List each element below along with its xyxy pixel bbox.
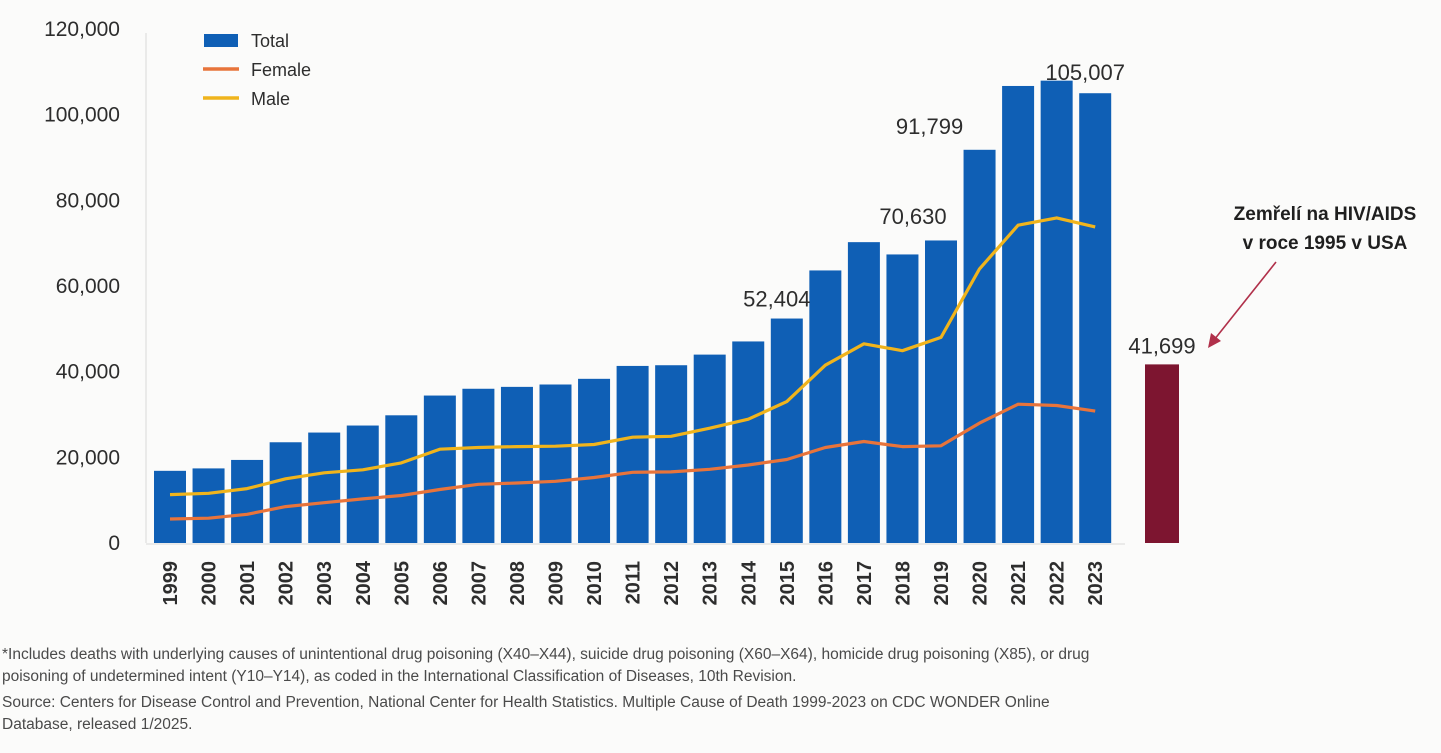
bar-total-2013: [693, 354, 726, 543]
x-tick-label: 2021: [1008, 561, 1030, 606]
annotation-text-line: v roce 1995 v USA: [1243, 233, 1408, 254]
bar-total-2015: [770, 318, 803, 543]
x-tick-label: 2004: [353, 560, 375, 605]
legend-label-female: Female: [251, 60, 311, 80]
x-tick-label: 2005: [391, 561, 413, 606]
x-tick-label: 2000: [199, 561, 221, 606]
x-tick-label: 2018: [892, 561, 914, 606]
x-tick-label: 2022: [1047, 561, 1069, 606]
x-tick-label: 2003: [314, 561, 336, 606]
bar-total-2019: [925, 240, 957, 543]
x-tick-label: 2008: [507, 561, 529, 606]
data-label-2019: 70,630: [879, 204, 946, 229]
bar-total-2020: [963, 149, 996, 543]
legend: Total Female Male: [203, 31, 311, 109]
data-label-2023: 105,007: [1045, 60, 1125, 85]
footnote-source: Source: Centers for Disease Control and …: [2, 694, 1050, 733]
data-labels: 52,404 70,630 91,799 105,007: [743, 60, 1125, 312]
bar-total-2002: [269, 442, 302, 543]
arrow-head-icon: [1208, 333, 1221, 348]
x-tick-label: 2002: [276, 561, 298, 606]
x-tick-label: 2013: [700, 561, 722, 606]
bar-total-2023: [1079, 93, 1112, 543]
y-tick-label: 120,000: [44, 18, 120, 41]
x-tick-label: 2009: [546, 561, 568, 606]
legend-swatch-total: [204, 34, 238, 47]
bar-hiv-aids-1995: [1145, 364, 1179, 543]
line-female: [169, 402, 1096, 521]
bar-total-2006: [423, 395, 456, 543]
bar-total-2014: [732, 341, 765, 543]
x-tick-label: 2001: [237, 561, 259, 606]
x-tick-label: 2017: [854, 561, 876, 606]
data-label-2020: 91,799: [896, 114, 963, 139]
bar-total-2001: [231, 459, 264, 543]
annotation-text-line: Zemřelí na HIV/AIDS: [1234, 204, 1417, 225]
bar-total-2012: [655, 365, 688, 543]
bar-total-2005: [385, 415, 418, 543]
x-tick-label: 2023: [1085, 561, 1107, 606]
total-bars: [146, 80, 1125, 545]
bar-total-2016: [809, 270, 842, 543]
hiv-aids-annotation: 41,699 Zemřelí na HIV/AIDS v roce 1995 v U…: [1128, 204, 1416, 543]
x-tick-label: 2010: [584, 561, 606, 606]
x-tick-label: 2006: [430, 561, 452, 606]
y-tick-label: 80,000: [56, 189, 120, 212]
x-tick-label: 2020: [970, 561, 992, 606]
y-tick-label: 100,000: [44, 104, 120, 127]
bar-total-1999: [154, 470, 186, 543]
x-tick-label: 1999: [160, 561, 182, 606]
bar-total-2017: [847, 242, 880, 543]
bar-total-2010: [578, 378, 611, 543]
x-tick-label: 2011: [623, 561, 645, 604]
arrow-line: [1213, 261, 1277, 341]
bar-total-2009: [539, 384, 572, 543]
y-tick-label: 60,000: [56, 275, 120, 298]
data-label-hiv-aids: 41,699: [1128, 333, 1195, 358]
bar-total-2007: [462, 388, 495, 543]
bar-total-2000: [192, 468, 225, 543]
bar-total-2003: [308, 432, 341, 543]
x-tick-label: 2019: [931, 561, 953, 606]
footnote-definition: *Includes deaths with underlying causes …: [2, 646, 1090, 685]
x-tick-label: 2014: [738, 560, 760, 605]
data-label-2015: 52,404: [743, 287, 810, 312]
x-tick-label: 2016: [815, 561, 837, 606]
legend-label-male: Male: [251, 89, 290, 109]
legend-label-total: Total: [251, 31, 289, 51]
x-axis: 1999 2000 2001 2002 2003 2004 2005 2006 2007 2008…: [160, 560, 1107, 605]
bar-total-2022: [1040, 80, 1073, 544]
bar-total-2011: [616, 365, 649, 543]
bar-total-2021: [1002, 85, 1035, 543]
x-tick-label: 2015: [777, 561, 799, 606]
bar-total-2008: [500, 386, 533, 543]
y-tick-label: 40,000: [56, 361, 120, 384]
x-tick-label: 2007: [468, 561, 490, 606]
y-axis: 0 20,000 40,000 60,000 80,000 100,000 120,000: [44, 18, 147, 555]
series-lines: [169, 216, 1096, 521]
y-tick-label: 0: [108, 532, 120, 555]
overdose-deaths-chart: 020,00040,00060,00080,000100,000120,000 …: [44, 18, 1416, 606]
bar-total-2004: [346, 425, 379, 543]
y-tick-label: 20,000: [56, 446, 120, 469]
x-tick-label: 2012: [661, 561, 683, 606]
bar-total-2018: [886, 254, 919, 543]
